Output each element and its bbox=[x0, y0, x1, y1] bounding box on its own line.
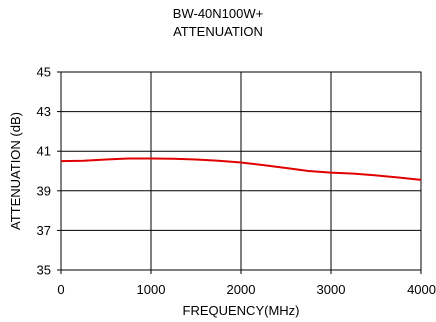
x-tick-label: 0 bbox=[57, 282, 64, 297]
x-tick-label: 3000 bbox=[317, 282, 346, 297]
y-tick-label: 45 bbox=[37, 65, 51, 80]
y-tick-label: 43 bbox=[37, 104, 51, 119]
y-axis-label: ATTENUATION (dB) bbox=[8, 112, 23, 230]
series-layer bbox=[60, 157, 422, 181]
x-tick-label: 2000 bbox=[227, 282, 256, 297]
chart-subtitle: ATTENUATION bbox=[173, 24, 263, 39]
x-axis-label: FREQUENCY(MHz) bbox=[183, 303, 300, 318]
y-tick-label: 39 bbox=[37, 183, 51, 198]
ticks: 35 37 39 41 43 45 0 1000 2000 3000 4000 bbox=[37, 65, 436, 298]
x-tick-label: 1000 bbox=[137, 282, 166, 297]
y-tick-label: 37 bbox=[37, 223, 51, 238]
attenuation-line bbox=[60, 157, 422, 181]
y-tick-label: 35 bbox=[37, 263, 51, 278]
chart-title: BW-40N100W+ bbox=[172, 6, 264, 21]
y-tick-label: 41 bbox=[37, 144, 51, 159]
x-tick-label: 4000 bbox=[407, 282, 436, 297]
grid bbox=[60, 71, 422, 271]
